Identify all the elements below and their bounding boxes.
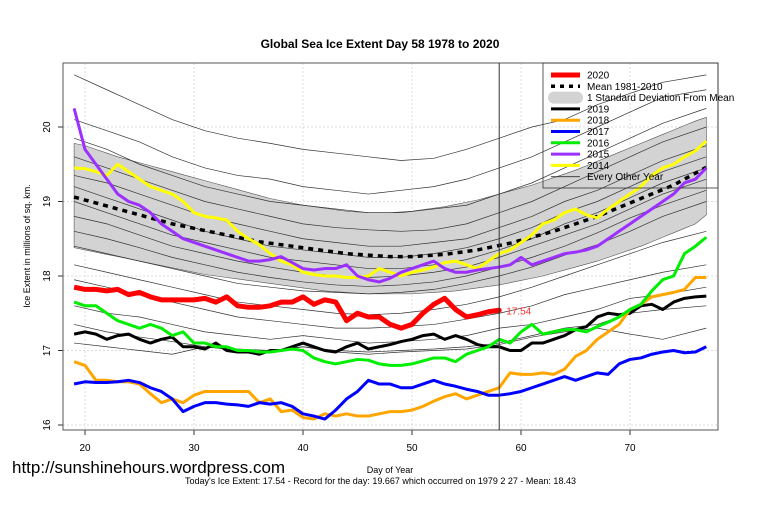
y-axis-label: Ice Extent in millions of sq. km. [22, 184, 32, 308]
series-line-2018 [73, 275, 707, 421]
other-year-line [74, 201, 707, 295]
axes: 20 30 40 50 60 70 16 17 18 19 20 [42, 121, 636, 454]
x-tick-label: 50 [406, 443, 418, 454]
legend-label: 2014 [587, 161, 610, 172]
series-line-mean-1981-2010 [73, 165, 708, 259]
other-years-lines [73, 74, 707, 355]
other-year-line [74, 230, 707, 316]
series-line-2015 [72, 107, 708, 284]
std-band [73, 116, 707, 295]
legend-label: 2017 [587, 127, 610, 138]
x-axis-label: Day of Year [367, 465, 414, 475]
chart-title: Global Sea Ice Extent Day 58 1978 to 202… [261, 37, 500, 51]
y-tick-label: 19 [42, 196, 53, 208]
y-tick-label: 17 [42, 345, 53, 357]
other-year-line [74, 264, 707, 329]
other-year-line [73, 89, 707, 195]
series-line-2016 [73, 236, 708, 367]
legend-label: 2015 [587, 150, 610, 161]
x-tick-label: 60 [515, 443, 527, 454]
legend-label: 2019 [587, 104, 610, 115]
other-year-line [74, 189, 707, 287]
series-line-2014 [73, 140, 708, 279]
y-tick-label: 20 [42, 121, 53, 133]
y-tick-label: 18 [42, 270, 53, 282]
series-line-2019 [73, 294, 707, 356]
watermark: http://sunshinehours.wordpress.com [12, 458, 286, 477]
current-value-label: 17.54 [506, 306, 531, 317]
other-year-line [73, 74, 707, 161]
legend-box [542, 62, 719, 189]
legend-label: 2016 [587, 138, 610, 149]
legend-label: Every Other Year [587, 172, 664, 183]
series-line-2017 [73, 345, 707, 421]
other-year-line [74, 286, 707, 344]
legend-label: Mean 1981-2010 [587, 82, 663, 93]
other-year-line [74, 178, 707, 278]
other-year-line [73, 108, 707, 214]
other-year-line [73, 156, 707, 258]
series-line-2020 [73, 284, 500, 331]
std-deviation-band [73, 116, 707, 295]
x-tick-label: 20 [79, 443, 91, 454]
other-year-line [74, 145, 707, 247]
x-tick-label: 70 [624, 443, 636, 454]
legend-label: 2020 [587, 71, 610, 82]
y-tick-label: 16 [42, 419, 53, 431]
other-year-line [73, 126, 707, 232]
plot-frame [62, 62, 719, 431]
legend-swatch-band [548, 91, 583, 104]
legend-label: 1 Standard Deviation From Mean [587, 93, 734, 104]
x-tick-label: 30 [188, 443, 200, 454]
footer-stats: Today's Ice Extent: 17.54 - Record for t… [185, 476, 576, 486]
x-tick-label: 40 [297, 443, 309, 454]
series-lines [72, 107, 708, 421]
legend-label: 2018 [587, 116, 610, 127]
